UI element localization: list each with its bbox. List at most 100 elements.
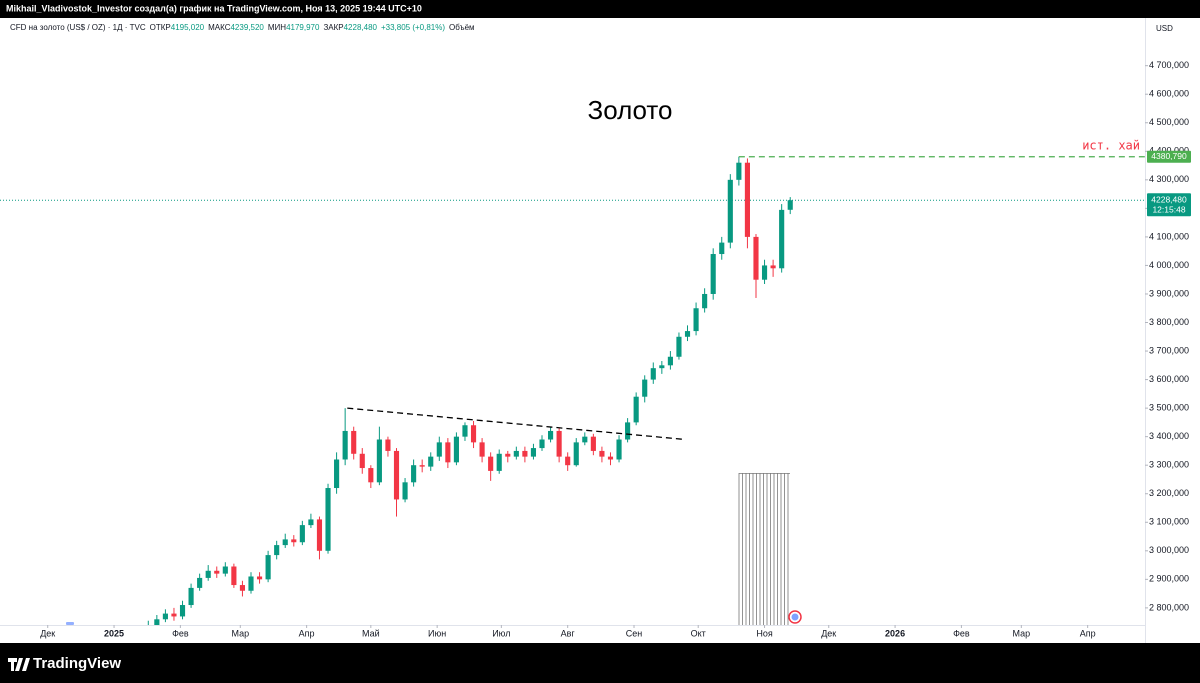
y-tick-label: 3 400,000 — [1149, 431, 1189, 441]
y-tick-label: 3 800,000 — [1149, 317, 1189, 327]
x-tick-label: Фев — [172, 628, 189, 638]
candle-body — [325, 488, 331, 551]
candle-body — [770, 265, 776, 269]
brand-logo — [8, 658, 30, 671]
event-marker — [66, 622, 74, 625]
footer-bar — [0, 643, 1200, 683]
candle-body — [393, 450, 400, 500]
candle-body — [256, 576, 263, 580]
candle-body — [565, 456, 571, 466]
y-tick-label: 3 700,000 — [1149, 345, 1189, 355]
candle-body — [676, 336, 682, 357]
last-price-label: 4228,480 — [1151, 194, 1187, 204]
ohlc-value: 4179,970 — [286, 23, 320, 32]
y-tick-label: 4 600,000 — [1149, 89, 1189, 99]
candle-body — [359, 453, 365, 469]
candle-body — [547, 430, 554, 440]
x-tick-label: 2025 — [104, 628, 124, 638]
candle-body — [351, 430, 357, 454]
candle-body — [291, 539, 297, 543]
ohlc-value: 4239,520 — [230, 23, 264, 32]
countdown-label: 12:15:48 — [1152, 204, 1185, 214]
currency: USD — [1156, 24, 1173, 33]
high-price-box — [1147, 150, 1191, 163]
candle-body — [702, 293, 708, 309]
candle-body — [368, 468, 374, 483]
candle-body — [633, 396, 639, 423]
y-tick-label: 3 300,000 — [1149, 460, 1189, 470]
y-tick-label: 3 900,000 — [1149, 288, 1189, 298]
candle-body — [625, 422, 631, 440]
candle-body — [248, 576, 254, 591]
volume-label: Объём — [449, 23, 475, 32]
candle-body — [154, 619, 160, 625]
event-icon-inner — [791, 613, 799, 621]
candle-body — [787, 200, 793, 210]
x-tick-label: Ноя — [756, 628, 773, 638]
candle-body — [428, 456, 434, 467]
candle-body — [642, 379, 648, 397]
candle-body — [736, 162, 742, 180]
candle-body — [590, 436, 596, 451]
x-tick-label: Окт — [691, 628, 706, 638]
candle-body — [188, 587, 194, 606]
x-tick-label: Дек — [40, 628, 55, 638]
candle-body — [308, 519, 314, 526]
candle-body — [650, 368, 656, 380]
candle-body — [171, 613, 177, 617]
candle-body — [582, 436, 588, 443]
y-tick-label: 3 000,000 — [1149, 545, 1189, 555]
ohlc-label: ЗАКР — [323, 23, 343, 32]
candle-body — [693, 308, 699, 332]
x-tick-label: Апр — [1080, 628, 1096, 638]
x-tick-label: Май — [362, 628, 380, 638]
y-tick-label: 4 100,000 — [1149, 231, 1189, 241]
candle-body — [162, 613, 168, 620]
candle-body — [530, 448, 537, 457]
author-line: Mikhail_Vladivostok_Investor создал(а) г… — [6, 3, 422, 13]
x-tick-label: Дек — [821, 628, 836, 638]
candle-body — [488, 456, 494, 471]
candle-body — [445, 442, 451, 463]
candle-body — [616, 439, 622, 460]
ohlc-value: 4195,020 — [171, 23, 205, 32]
candle-body — [659, 365, 665, 369]
candle-body — [316, 519, 323, 551]
chart-title: Золото — [587, 95, 672, 125]
x-tick-label: Фев — [953, 628, 970, 638]
candle-body — [513, 450, 519, 457]
candle-body — [274, 545, 280, 556]
candle-body — [282, 539, 288, 546]
candle-body — [539, 439, 545, 449]
top-bar — [0, 0, 1200, 18]
candle-body — [411, 465, 417, 483]
x-tick-label: Июн — [428, 628, 446, 638]
candle-body — [710, 254, 716, 294]
y-tick-label: 3 500,000 — [1149, 402, 1189, 412]
candle-body — [342, 430, 348, 460]
candle-body — [214, 570, 220, 574]
candle-body — [265, 555, 271, 580]
candle-body — [761, 265, 768, 280]
candle-body — [479, 442, 485, 457]
candle-body — [556, 430, 562, 457]
candle-body — [385, 439, 391, 451]
y-tick-label: 4 400,000 — [1149, 146, 1189, 156]
candle-body — [779, 209, 785, 269]
candle-body — [522, 450, 528, 457]
ohlc-value: 4228,480 — [344, 23, 378, 32]
candle-body — [419, 465, 425, 467]
axes: 2 800,000 2 900,000 3 000,000 3 100,000 3 20… — [40, 60, 1191, 638]
candle-body — [299, 525, 305, 543]
candle-body — [436, 442, 442, 457]
x-tick-label: Мар — [1013, 628, 1031, 638]
y-tick-label: 4 700,000 — [1149, 60, 1189, 70]
candle-body — [727, 179, 733, 243]
candle-body — [179, 605, 186, 617]
candle-body — [744, 162, 750, 237]
y-tick-label: 4 000,000 — [1149, 260, 1189, 270]
candle-body — [222, 566, 228, 574]
candle-body — [334, 459, 340, 489]
